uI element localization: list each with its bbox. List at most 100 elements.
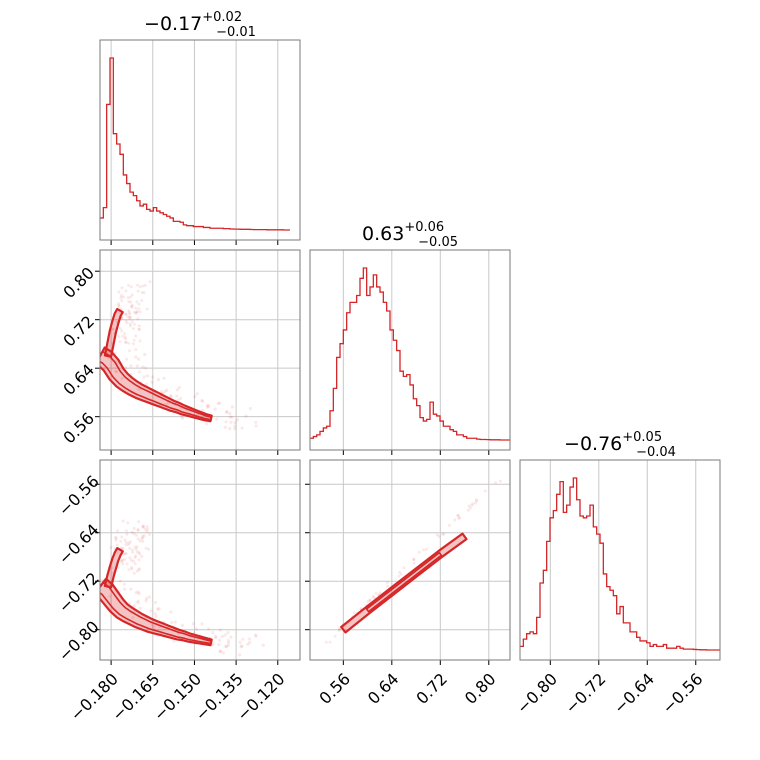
- sample-point: [412, 557, 416, 561]
- sample-point: [201, 408, 205, 412]
- sample-point: [116, 529, 120, 533]
- sample-point: [123, 538, 127, 542]
- sample-point: [474, 498, 478, 502]
- sample-point: [118, 579, 122, 583]
- sample-point: [124, 312, 128, 316]
- sample-point: [134, 306, 138, 310]
- sample-point: [138, 606, 142, 611]
- sample-point: [136, 599, 140, 603]
- sample-point: [137, 551, 141, 555]
- sample-point: [483, 489, 487, 493]
- sample-point: [218, 638, 222, 642]
- xticks-20: −0.180−0.165−0.150−0.135−0.120: [67, 669, 289, 724]
- sample-point: [328, 640, 332, 644]
- sample-point: [136, 317, 140, 321]
- contour-10: [100, 280, 258, 431]
- sample-point: [143, 534, 146, 538]
- contour-line-inner: [365, 551, 443, 613]
- sample-point: [128, 315, 132, 319]
- sample-point: [132, 559, 135, 563]
- sample-point: [206, 404, 211, 408]
- sample-point: [143, 527, 147, 531]
- title-param1: −0.17+0.02 −0.01: [144, 10, 256, 40]
- sample-point: [211, 642, 215, 646]
- sample-point: [140, 291, 144, 294]
- sample-point: [135, 300, 139, 304]
- sample-point: [153, 600, 158, 605]
- sample-point: [118, 340, 122, 344]
- sample-point: [130, 293, 134, 297]
- sample-point: [137, 520, 141, 524]
- xtick-label-21-2: 0.72: [412, 669, 451, 708]
- sample-point: [378, 591, 382, 595]
- sample-point: [138, 327, 141, 331]
- sample-point: [147, 547, 151, 551]
- sample-point: [111, 327, 115, 331]
- sample-point: [123, 332, 127, 336]
- sample-point: [114, 370, 119, 374]
- sample-point: [226, 638, 230, 643]
- sample-point: [119, 558, 123, 562]
- sample-point: [148, 533, 151, 536]
- title-param2-main: 0.63: [362, 223, 404, 245]
- sample-point: [110, 566, 114, 570]
- hist-22: [520, 477, 720, 651]
- sample-point: [254, 420, 258, 424]
- panel-contour-2-0: −0.80−0.72−0.64−0.56 −0.180−0.165−0.150−…: [55, 459, 301, 725]
- sample-point: [141, 284, 145, 288]
- sample-point: [238, 640, 242, 644]
- sample-point: [220, 635, 224, 639]
- sample-point: [147, 595, 151, 599]
- sample-point: [246, 642, 250, 646]
- hist-11: [310, 267, 510, 441]
- sample-point: [402, 566, 406, 570]
- title-param1-sup: +0.02: [202, 10, 242, 25]
- sample-point: [240, 426, 244, 430]
- grid-11: [342, 250, 490, 455]
- sample-point: [397, 574, 401, 578]
- sample-point: [173, 620, 177, 624]
- title-param3: −0.76+0.05 −0.04: [564, 430, 676, 460]
- sample-point: [118, 327, 122, 330]
- sample-point: [120, 329, 124, 333]
- sample-point: [128, 312, 132, 316]
- sample-point: [372, 594, 375, 598]
- sample-point: [223, 633, 227, 637]
- sample-point: [468, 506, 472, 510]
- sample-point: [211, 631, 215, 635]
- sample-point: [141, 525, 145, 529]
- sample-point: [136, 357, 141, 361]
- sample-point: [145, 525, 149, 529]
- sample-point: [456, 514, 460, 518]
- sample-point: [131, 548, 135, 552]
- sample-point: [107, 583, 111, 587]
- sample-point: [137, 558, 141, 562]
- sample-point: [129, 364, 133, 368]
- sample-point: [128, 324, 132, 328]
- sample-point: [453, 518, 457, 522]
- sample-point: [123, 335, 127, 339]
- contour-line-inner: [100, 581, 213, 645]
- sample-point: [123, 552, 127, 556]
- sample-point: [228, 411, 232, 416]
- panel-contour-1-0: 0.56 0.64 0.72 0.80: [59, 249, 301, 455]
- title-param3-sub: −0.04: [636, 445, 676, 460]
- xtick-label-21-3: 0.80: [461, 669, 500, 708]
- ytick-label-10-3: 0.80: [59, 263, 98, 302]
- sample-point: [247, 637, 251, 641]
- sample-point: [228, 426, 232, 431]
- sample-point: [221, 651, 225, 655]
- sample-point: [137, 307, 141, 311]
- sample-point: [109, 546, 113, 549]
- sample-point: [130, 530, 134, 534]
- sample-point: [128, 547, 132, 550]
- sample-point: [141, 365, 145, 369]
- sample-point: [138, 539, 142, 543]
- sample-point: [144, 599, 148, 603]
- sample-point: [138, 552, 142, 556]
- sample-point: [129, 316, 133, 319]
- sample-point: [124, 357, 129, 361]
- sample-point: [134, 533, 138, 537]
- sample-point: [412, 558, 416, 562]
